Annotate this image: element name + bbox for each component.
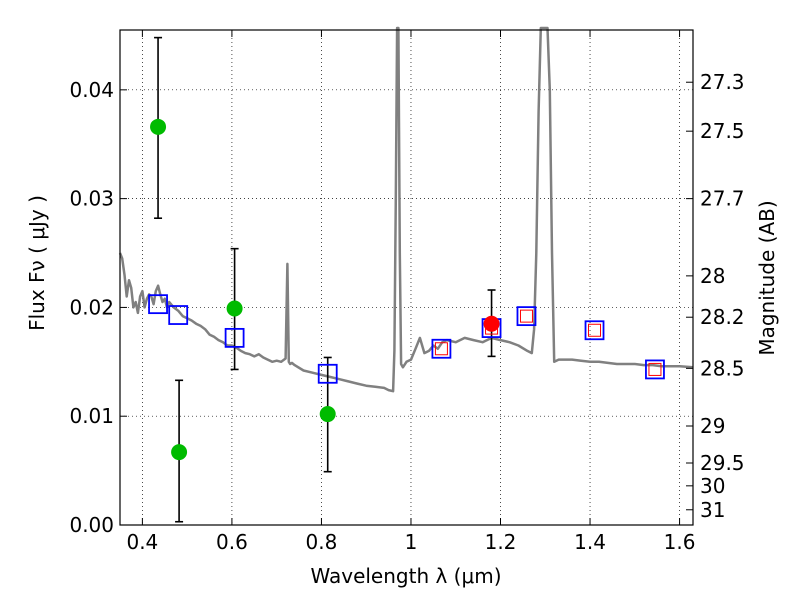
y-tick-label: 0.00 <box>69 513 114 537</box>
x-tick-label: 0.4 <box>126 530 158 554</box>
y2-tick-label: 31 <box>700 498 725 522</box>
synthetic-photometry-square <box>645 359 665 380</box>
y-tick-label: 0.03 <box>69 187 114 211</box>
observed-point <box>150 118 167 135</box>
y-tick-label: 0.01 <box>69 404 114 428</box>
x-tick-label: 1.2 <box>485 530 517 554</box>
synthetic-photometry-square <box>584 320 605 341</box>
y2-tick-label: 29.5 <box>700 451 745 475</box>
x-axis-label: Wavelength λ (μm) <box>310 564 501 588</box>
x-tick-label: 0.8 <box>306 530 338 554</box>
synthetic-photometry-inner-square <box>648 362 662 376</box>
model-spectrum-line <box>118 26 694 393</box>
y-tick-label: 0.04 <box>69 78 114 102</box>
ticks: 0.4 0.6 0.8 1 1.2 1.4 1.6 0.00 0.01 0.02 0.03 0.04 2… <box>69 30 745 554</box>
x-tick-label: 1.4 <box>574 530 606 554</box>
x-tick-label: 1.6 <box>664 530 696 554</box>
y-tick-label: 0.02 <box>69 295 114 319</box>
y2-tick-label: 29 <box>700 414 725 438</box>
y2-tick-label: 27.5 <box>700 119 745 143</box>
y2-tick-label: 27.3 <box>700 70 745 94</box>
y2-axis-label: Magnitude (AB) <box>755 200 779 355</box>
synthetic-photometry-square <box>516 306 537 327</box>
synthetic-photometry-inner-square <box>519 309 533 323</box>
plot-background <box>120 30 693 525</box>
y2-tick-label: 27.7 <box>700 187 745 211</box>
y2-tick-label: 28 <box>700 264 725 288</box>
x-tick-label: 0.6 <box>216 530 248 554</box>
y2-tick-label: 28.5 <box>700 356 745 380</box>
y2-tick-label: 28.2 <box>700 305 745 329</box>
model-spectrum-layer <box>118 26 694 393</box>
detection-point <box>483 315 500 332</box>
observed-point <box>226 300 243 317</box>
observed-point <box>319 406 336 423</box>
y-axis-label: Flux Fν ( μJy ) <box>25 195 49 331</box>
plot-frame <box>119 29 694 526</box>
synthetic-photometry-square <box>168 305 189 325</box>
y2-tick-label: 30 <box>700 474 725 498</box>
synthetic-photometry-inner-square <box>434 342 448 356</box>
synthetic-photometry-square <box>224 327 245 348</box>
synthetic-photometry-square <box>317 363 338 384</box>
observed-points-layer <box>150 118 500 461</box>
observed-point <box>171 444 188 461</box>
x-tick-label: 1 <box>405 530 418 554</box>
grid <box>120 30 693 526</box>
synthetic-photometry-layer <box>148 294 665 384</box>
synthetic-photometry-inner-square <box>588 323 602 337</box>
synthetic-photometry-square <box>148 294 168 315</box>
synthetic-photometry-square <box>431 338 452 359</box>
